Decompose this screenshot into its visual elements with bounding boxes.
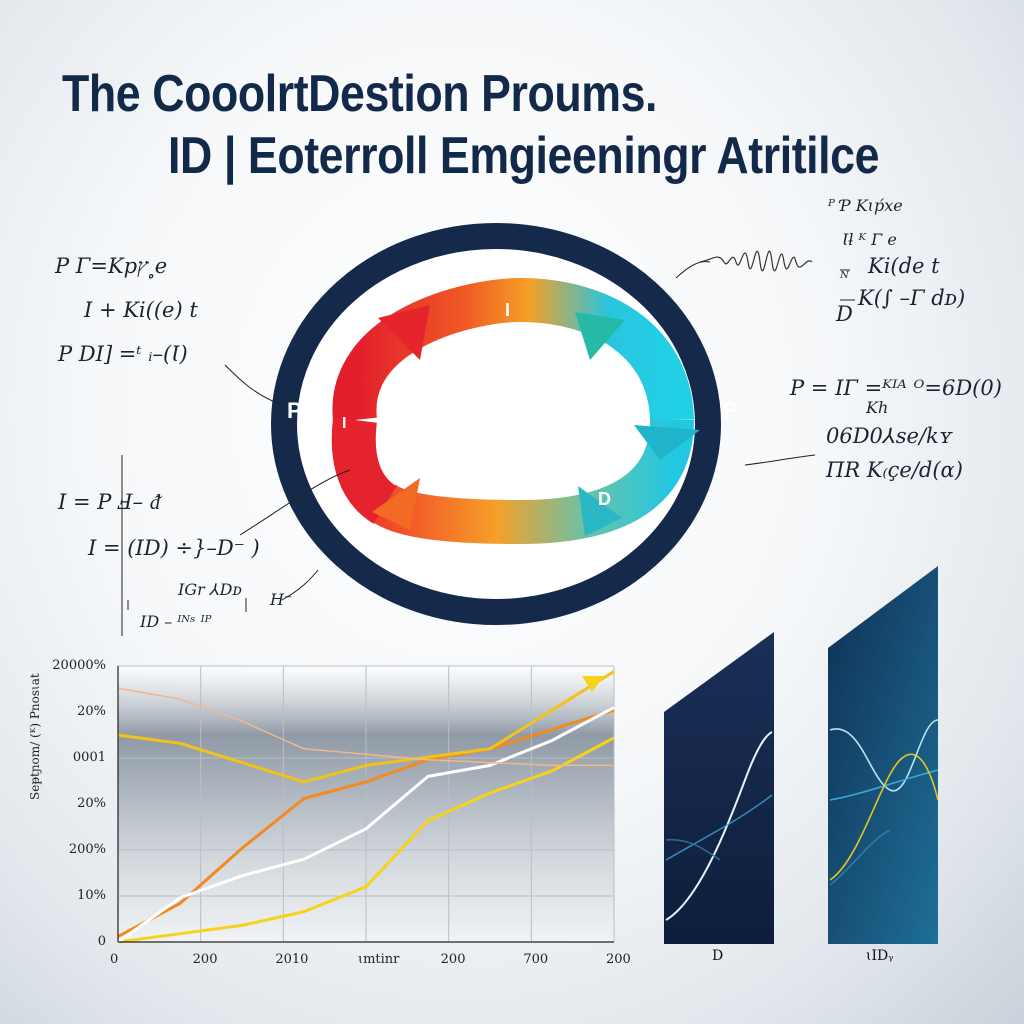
- equation-fraction-bottom: ⅠD – ᴵᴺˢ ᴵᴾ: [140, 612, 212, 631]
- x-tick-label: 200: [606, 952, 631, 967]
- y-tick-label: 20%: [77, 704, 106, 719]
- y-tick-label: 20%: [77, 796, 106, 811]
- callout-lines: [121, 261, 816, 636]
- x-tick-label: 700: [523, 952, 549, 967]
- pid-loop-arrows: [331, 277, 700, 545]
- loop-letter-d: D: [598, 489, 611, 509]
- equation-p: P Γ=Kpץ ̥e: [55, 254, 168, 278]
- equation-fraction-top: ⅠGr ⅄Dᴅ: [178, 580, 242, 599]
- x-tick-label: 200: [440, 952, 466, 967]
- panel-pid-curve-dark: [829, 829, 891, 886]
- series-line-2: [117, 708, 615, 938]
- equation-right-letter-n: ᴺ: [840, 268, 849, 287]
- line-chart: [117, 665, 615, 944]
- equation-right-1: ᴾ Ƥ Kɩṕxe: [828, 196, 903, 215]
- equation-right-6: Kh: [866, 398, 889, 417]
- equation-right-3: Ki(de t: [868, 254, 940, 278]
- equation-right-7: 06D0⅄se/kʏ: [826, 424, 953, 448]
- panel-pid-curve-light: [829, 719, 939, 792]
- x-tick-label: 0: [110, 952, 119, 967]
- y-tick-label: 0: [97, 934, 106, 949]
- series-line-4: [117, 670, 615, 784]
- y-tick-label: 10%: [77, 888, 106, 903]
- arrow-red-icon: [378, 305, 430, 360]
- panel-pid: [828, 566, 939, 944]
- series-line-3: [117, 706, 615, 944]
- arrow-teal-icon: [575, 312, 625, 360]
- equation-right-8: ΠR K₍çe/d(α): [826, 458, 963, 482]
- x-tick-label: 200: [192, 952, 218, 967]
- waveform-icon: [699, 250, 813, 272]
- loop-letter-i-inner: I: [342, 415, 346, 432]
- loop-letter-p-right: P: [723, 398, 738, 423]
- y-axis-label: Seᵽtɲom/ (ᴷ) Pnosɩat: [28, 673, 42, 800]
- loop-letter-p-left: P: [287, 398, 302, 423]
- panel-label-d: D: [712, 948, 724, 964]
- equation-d: P DI] =ᵗ ᵢ–(Ɩ): [58, 342, 188, 366]
- panel-pid-curve-blue: [829, 769, 939, 801]
- panel-d: [664, 632, 774, 944]
- equation-i-d: I = (ⅠD) ÷}–D⁻ ): [88, 536, 260, 560]
- equation-right-5: P = IΓ =ᴷᴵᴬ ᴼ=6D(0): [790, 376, 1002, 400]
- series-arrow-icon: [582, 676, 604, 692]
- equation-right-letter-d: D: [836, 302, 853, 326]
- panel-label-pid: ɩIDᵧ: [866, 948, 894, 964]
- equation-i: I + Ki((e) t: [84, 298, 198, 322]
- equation-right-4: K(∫ –Γ dᴅ): [858, 286, 966, 310]
- page-subtitle: ID | Eoterroll Emgieeningr Atritilce: [168, 127, 880, 185]
- arrow-orange-icon: [372, 478, 420, 530]
- panel-d-curve-blue: [665, 794, 773, 861]
- y-tick-label: 200%: [68, 842, 106, 857]
- y-tick-label: 0001: [72, 750, 106, 765]
- series-line-1: [117, 736, 615, 944]
- y-tick-label: 20000%: [52, 658, 106, 673]
- panel-d-curve-light: [665, 731, 773, 921]
- loop-letter-i-top: I: [505, 300, 510, 320]
- arrow-cyan-icon: [634, 425, 700, 460]
- x-tick-label: ɩmtinr: [358, 952, 400, 967]
- page-title: The CooolrtDestion Proums.: [62, 65, 658, 123]
- panel-pid-curve-yellow: [829, 753, 939, 881]
- arrow-blue-icon: [578, 486, 622, 536]
- series-line-5: [117, 687, 614, 767]
- equation-i-p: I = P Ⅎ– ᵭ: [58, 490, 161, 514]
- x-tick-label: 2010: [275, 952, 309, 967]
- equation-right-2: Ɩƚ ᴷ Γ e: [842, 230, 897, 249]
- series-lines: [117, 670, 615, 944]
- panel-d-curve-dark: [665, 839, 721, 861]
- equation-h: H⁻: [270, 590, 293, 609]
